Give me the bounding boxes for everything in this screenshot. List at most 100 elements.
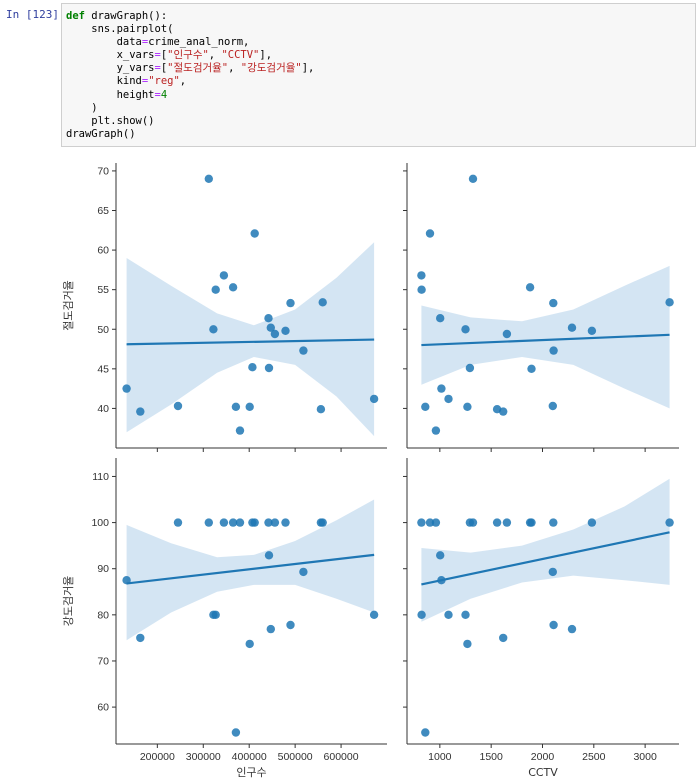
scatter-point: [173, 401, 183, 411]
scatter-point: [204, 174, 213, 183]
scatter-point: [228, 283, 238, 292]
scatter-point: [122, 384, 131, 393]
scatter-point: [461, 610, 470, 619]
scatter-point: [264, 518, 273, 527]
scatter-point: [219, 518, 229, 527]
y-tick-label: 55: [97, 284, 109, 296]
scatter-point: [136, 633, 145, 643]
scatter-point: [318, 298, 327, 307]
scatter-point: [431, 518, 441, 527]
scatter-point: [266, 323, 275, 332]
code-token: "reg": [148, 75, 180, 88]
panel-theft-vs-population: [112, 163, 387, 452]
scatter-point: [525, 283, 535, 292]
code-cell[interactable]: def drawGraph(): sns.pairplot( data=crim…: [61, 3, 696, 147]
scatter-point: [444, 610, 453, 619]
code-token: drawGraph(): [66, 127, 136, 140]
code-line: def drawGraph():: [66, 10, 314, 23]
y-tick-label: 40: [97, 403, 109, 415]
scatter-point: [421, 402, 430, 411]
code-line: drawGraph(): [66, 128, 314, 141]
code-editor[interactable]: def drawGraph(): sns.pairplot( data=crim…: [66, 10, 314, 141]
scatter-point: [499, 633, 508, 643]
y-tick-label: 90: [97, 563, 109, 575]
scatter-point: [502, 518, 512, 527]
code-token: =: [154, 88, 161, 101]
y-axis-label: 절도검거율: [62, 280, 75, 331]
scatter-point: [231, 402, 241, 411]
scatter-point: [248, 363, 257, 372]
x-tick-label: 200000: [140, 751, 175, 763]
x-tick-label: 1000: [428, 751, 452, 763]
scatter-point: [436, 551, 445, 560]
y-tick-label: 70: [97, 655, 109, 667]
scatter-point: [173, 518, 183, 527]
code-token: ],: [259, 49, 273, 62]
code-token: ,: [179, 75, 187, 88]
y-tick-label: 45: [97, 363, 109, 375]
scatter-point: [549, 298, 558, 308]
y-tick-label: 80: [97, 609, 109, 621]
scatter-point: [266, 624, 275, 634]
scatter-point: [425, 229, 435, 238]
code-token: data: [66, 36, 142, 49]
code-token: =: [141, 36, 149, 49]
y-axis-label: 강도검거율: [62, 576, 75, 627]
scatter-point: [270, 329, 280, 339]
panel-robbery-vs-population: [112, 458, 387, 748]
scatter-point: [461, 325, 470, 334]
code-token: x_vars: [66, 49, 155, 62]
scatter-point: [219, 271, 229, 280]
scatter-point: [209, 325, 218, 334]
code-line: plt.show(): [66, 115, 314, 128]
code-token: y_vars: [66, 62, 155, 75]
scatter-point: [281, 518, 290, 527]
regression-line: [126, 338, 375, 346]
scatter-point: [587, 326, 597, 335]
code-line: x_vars=["인구수", "CCTV"],: [66, 49, 314, 62]
x-tick-label: 2500: [582, 751, 606, 763]
cell-prompt: In [123]:: [6, 8, 66, 21]
scatter-point: [549, 620, 558, 630]
scatter-point: [318, 518, 327, 527]
x-tick-label: 1500: [479, 751, 503, 763]
scatter-point: [437, 384, 446, 393]
code-token: def: [66, 10, 85, 22]
scatter-point: [211, 285, 220, 294]
code-token: =: [154, 49, 161, 62]
scatter-point: [245, 639, 254, 649]
scatter-point: [548, 567, 557, 577]
scatter-point: [250, 518, 259, 527]
scatter-point: [264, 551, 274, 560]
scatter-point: [417, 610, 426, 619]
scatter-point: [270, 518, 280, 527]
scatter-point: [235, 518, 245, 527]
regression-line: [421, 333, 670, 347]
scatter-point: [417, 271, 426, 280]
scatter-point: [549, 346, 558, 355]
x-tick-label: 600000: [324, 751, 359, 763]
scatter-point: [527, 518, 536, 527]
scatter-point: [211, 610, 220, 619]
code-token: ): [66, 101, 98, 114]
x-tick-label: 400000: [232, 751, 267, 763]
scatter-point: [463, 639, 472, 649]
code-token: 4: [160, 88, 168, 101]
code-token: "인구수": [167, 49, 209, 62]
scatter-point: [527, 364, 536, 373]
scatter-point: [492, 518, 502, 527]
scatter-point: [136, 407, 145, 416]
code-token: ,: [208, 49, 222, 62]
scatter-point: [286, 298, 295, 308]
code-token: "절도검거율": [167, 62, 229, 75]
scatter-point: [587, 518, 597, 527]
x-tick-label: 500000: [278, 751, 313, 763]
scatter-point: [436, 314, 445, 323]
confidence-band: [421, 265, 670, 409]
scatter-point: [502, 329, 512, 339]
code-token: =: [154, 62, 161, 75]
x-tick-label: 300000: [186, 751, 221, 763]
scatter-point: [369, 610, 379, 619]
scatter-point: [548, 401, 557, 411]
confidence-band: [126, 242, 375, 437]
